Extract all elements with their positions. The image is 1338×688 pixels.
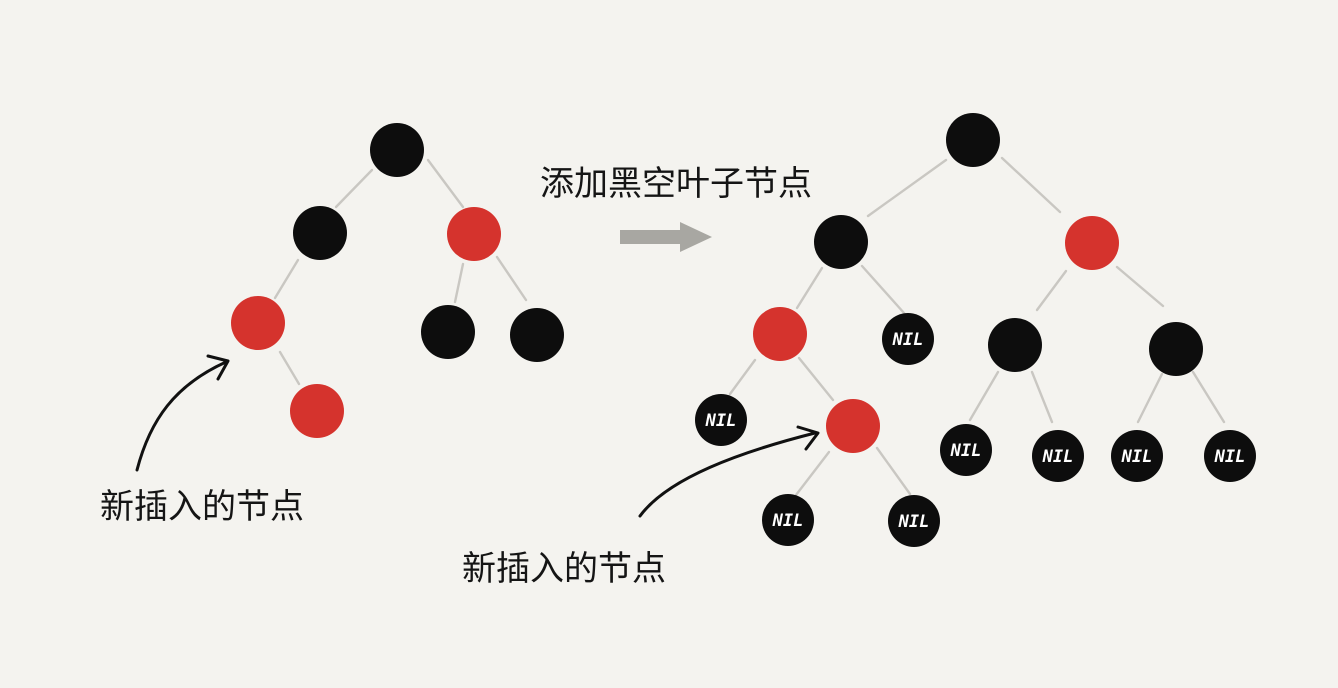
nil-label: NIL bbox=[1214, 447, 1246, 467]
node-black bbox=[988, 318, 1042, 372]
node-red bbox=[231, 296, 285, 350]
edge bbox=[1191, 370, 1226, 424]
edge bbox=[968, 370, 1000, 422]
node-red bbox=[447, 207, 501, 261]
nil-leaf: NIL bbox=[888, 495, 940, 547]
nil-label: NIL bbox=[772, 511, 804, 531]
transition-arrow-icon bbox=[620, 222, 712, 252]
nil-leaf: NIL bbox=[940, 424, 992, 476]
nil-label: NIL bbox=[892, 330, 924, 350]
edge bbox=[495, 255, 528, 302]
edge bbox=[453, 262, 465, 304]
edge bbox=[1000, 156, 1062, 214]
edge bbox=[794, 450, 831, 497]
edge bbox=[866, 158, 948, 218]
nil-leaf: NIL bbox=[762, 494, 814, 546]
edge bbox=[426, 158, 465, 209]
new-node-arrow-left bbox=[135, 354, 230, 472]
edge bbox=[1030, 370, 1054, 424]
edge bbox=[875, 446, 912, 496]
new-node-label-left: 新插入的节点 bbox=[100, 487, 304, 527]
edge bbox=[278, 350, 301, 386]
new-node-arrow-right bbox=[638, 425, 820, 518]
node-black bbox=[1149, 322, 1203, 376]
node-black bbox=[370, 123, 424, 177]
edge bbox=[334, 168, 374, 209]
edge bbox=[797, 356, 835, 402]
nil-leaf: NIL bbox=[695, 394, 747, 446]
node-red-new bbox=[826, 399, 880, 453]
edge bbox=[1136, 372, 1164, 424]
tree-before bbox=[231, 123, 564, 438]
node-red bbox=[753, 307, 807, 361]
new-node-label-right: 新插入的节点 bbox=[462, 549, 666, 589]
nil-label: NIL bbox=[898, 512, 930, 532]
node-red-new bbox=[290, 384, 344, 438]
nil-leaf: NIL bbox=[1204, 430, 1256, 482]
nil-label: NIL bbox=[1121, 447, 1153, 467]
edge bbox=[1115, 265, 1165, 308]
node-black bbox=[510, 308, 564, 362]
node-red bbox=[1065, 216, 1119, 270]
edge bbox=[728, 358, 757, 396]
node-black bbox=[421, 305, 475, 359]
edge bbox=[1035, 269, 1068, 312]
edge bbox=[795, 266, 824, 310]
tree-after: NIL NIL NIL NIL NIL NIL NIL NIL bbox=[695, 113, 1256, 547]
edge bbox=[273, 258, 300, 300]
edge bbox=[860, 264, 906, 315]
nil-label: NIL bbox=[950, 441, 982, 461]
transform-caption: 添加黑空叶子节点 bbox=[540, 164, 812, 204]
node-black bbox=[293, 206, 347, 260]
nil-leaf: NIL bbox=[1111, 430, 1163, 482]
nil-label: NIL bbox=[1042, 447, 1074, 467]
node-black bbox=[946, 113, 1000, 167]
node-black bbox=[814, 215, 868, 269]
nil-leaf: NIL bbox=[882, 313, 934, 365]
nil-leaf: NIL bbox=[1032, 430, 1084, 482]
nil-label: NIL bbox=[705, 411, 737, 431]
